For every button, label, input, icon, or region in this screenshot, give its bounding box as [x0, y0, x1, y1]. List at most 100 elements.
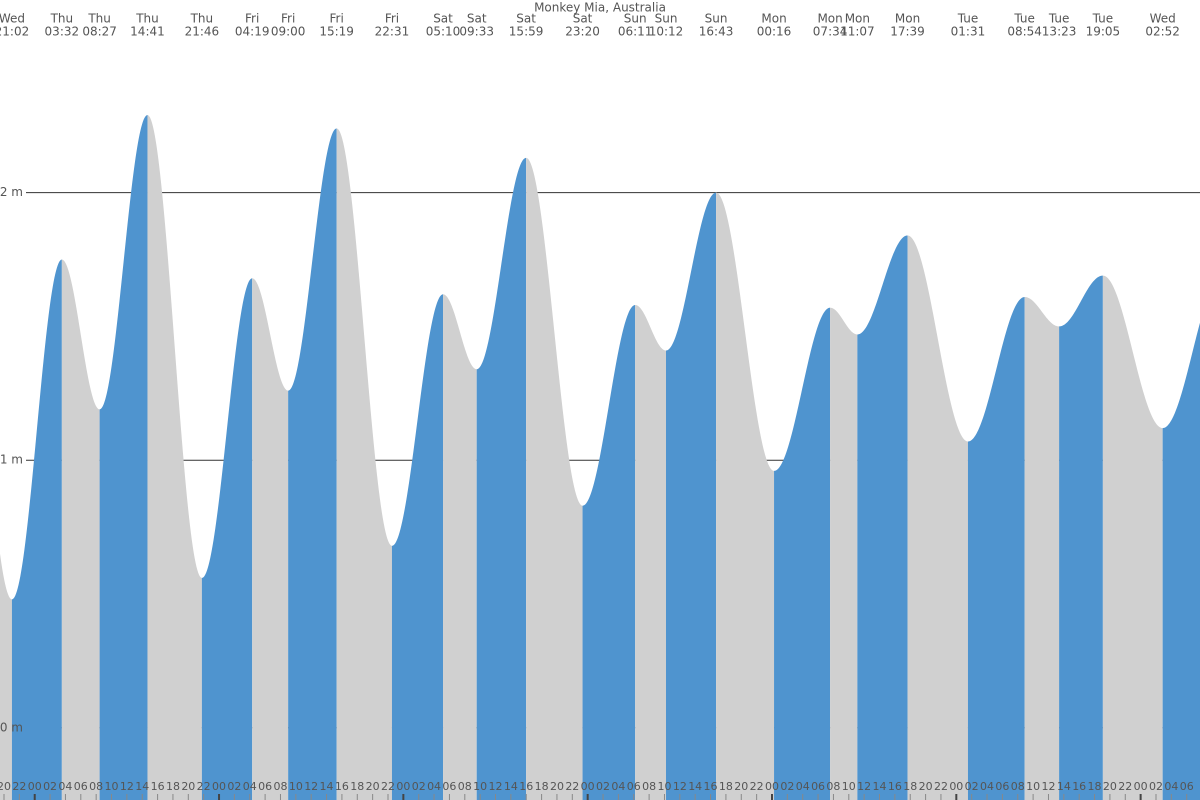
hour-label: 02 — [43, 780, 57, 793]
hour-label: 20 — [1103, 780, 1117, 793]
event-day: Tue — [1013, 12, 1035, 26]
hour-label: 08 — [826, 780, 840, 793]
hour-label: 00 — [1134, 780, 1148, 793]
event-time: 00:16 — [757, 25, 792, 39]
tide-area — [716, 192, 775, 800]
hour-label: 22 — [12, 780, 26, 793]
hour-label: 12 — [120, 780, 134, 793]
event-day: Mon — [895, 12, 920, 26]
event-time: 02:52 — [1145, 25, 1180, 39]
tide-area — [476, 157, 527, 800]
event-day: Sat — [467, 12, 487, 26]
event-time: 15:19 — [319, 25, 354, 39]
event-time: 09:33 — [459, 25, 494, 39]
event-day: Sat — [433, 12, 453, 26]
hour-label: 20 — [919, 780, 933, 793]
hour-label: 18 — [903, 780, 917, 793]
hour-label: 20 — [0, 780, 11, 793]
hour-label: 04 — [980, 780, 994, 793]
tide-area — [1024, 296, 1060, 800]
hour-label: 04 — [427, 780, 441, 793]
event-day: Sun — [655, 12, 678, 26]
tide-area — [11, 259, 62, 800]
hour-label: 04 — [243, 780, 257, 793]
event-day: Sat — [573, 12, 593, 26]
hour-label: 08 — [458, 780, 472, 793]
hour-label: 04 — [611, 780, 625, 793]
hour-label: 02 — [227, 780, 241, 793]
event-time: 19:05 — [1086, 25, 1121, 39]
tide-area — [1102, 275, 1163, 800]
hour-label: 02 — [965, 780, 979, 793]
event-time: 21:46 — [185, 25, 220, 39]
event-time: 08:54 — [1007, 25, 1042, 39]
tide-area — [0, 553, 12, 800]
hour-label: 20 — [734, 780, 748, 793]
event-day: Tue — [1048, 12, 1070, 26]
event-time: 21:02 — [0, 25, 29, 39]
event-day: Fri — [281, 12, 295, 26]
tide-area — [147, 115, 202, 800]
hour-label: 18 — [719, 780, 733, 793]
tide-area — [443, 294, 477, 800]
tide-area — [635, 305, 667, 800]
hour-label: 04 — [796, 780, 810, 793]
event-time: 04:19 — [235, 25, 270, 39]
hour-label: 16 — [519, 780, 533, 793]
hour-label: 20 — [181, 780, 195, 793]
event-time: 14:41 — [130, 25, 165, 39]
hour-label: 06 — [258, 780, 272, 793]
hour-label: 22 — [1118, 780, 1132, 793]
event-day: Thu — [50, 12, 74, 26]
tide-area — [288, 128, 337, 800]
hour-label: 16 — [704, 780, 718, 793]
hour-label: 18 — [350, 780, 364, 793]
event-day: Wed — [0, 12, 25, 26]
hour-label: 10 — [1026, 780, 1040, 793]
hour-label: 00 — [396, 780, 410, 793]
hour-label: 00 — [765, 780, 779, 793]
y-tick-label: 2 m — [0, 185, 23, 199]
tide-area — [582, 305, 636, 800]
hour-label: 06 — [74, 780, 88, 793]
hour-label: 06 — [627, 780, 641, 793]
hour-label: 10 — [289, 780, 303, 793]
event-day: Thu — [190, 12, 214, 26]
hour-label: 16 — [1072, 780, 1086, 793]
hour-label: 18 — [535, 780, 549, 793]
hour-label: 02 — [780, 780, 794, 793]
hour-label: 22 — [934, 780, 948, 793]
event-day: Sun — [705, 12, 728, 26]
tide-area — [201, 278, 253, 800]
hour-label: 22 — [381, 780, 395, 793]
event-time: 15:59 — [509, 25, 544, 39]
event-time: 23:20 — [565, 25, 600, 39]
event-time: 13:23 — [1042, 25, 1077, 39]
event-day: Fri — [245, 12, 259, 26]
y-tick-label: 1 m — [0, 453, 23, 467]
hour-label: 02 — [1149, 780, 1163, 793]
hour-label: 10 — [657, 780, 671, 793]
hour-label: 14 — [873, 780, 887, 793]
event-time: 09:00 — [271, 25, 306, 39]
hour-label: 18 — [1088, 780, 1102, 793]
hour-label: 06 — [442, 780, 456, 793]
hour-label: 06 — [995, 780, 1009, 793]
hour-label: 02 — [596, 780, 610, 793]
hour-label: 10 — [842, 780, 856, 793]
hour-label: 08 — [273, 780, 287, 793]
hour-label: 02 — [412, 780, 426, 793]
event-day: Mon — [817, 12, 842, 26]
hour-label: 14 — [135, 780, 149, 793]
event-time: 03:32 — [45, 25, 80, 39]
hour-label: 10 — [105, 780, 119, 793]
tide-area — [666, 192, 717, 800]
hour-label: 14 — [688, 780, 702, 793]
hour-label: 08 — [1011, 780, 1025, 793]
hour-label: 20 — [366, 780, 380, 793]
event-day: Mon — [845, 12, 870, 26]
hour-label: 22 — [197, 780, 211, 793]
event-day: Tue — [957, 12, 979, 26]
event-time: 01:31 — [951, 25, 986, 39]
